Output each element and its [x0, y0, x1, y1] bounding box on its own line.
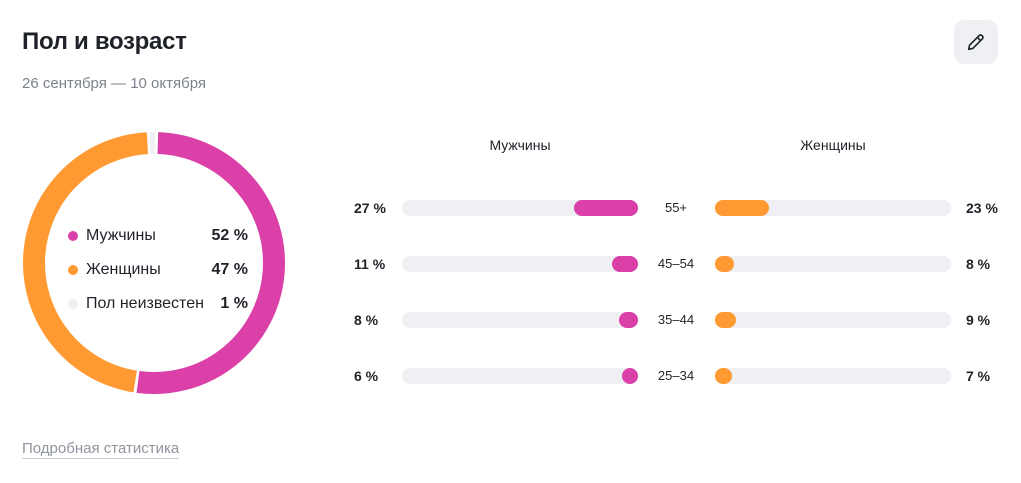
legend-value: 1 %	[220, 295, 248, 312]
age-group-label: 35–44	[657, 312, 695, 327]
legend-label: Женщины	[86, 261, 161, 278]
legend-value: 52 %	[211, 227, 248, 244]
gender-donut-chart	[23, 132, 285, 394]
age-row: 6 % 25–34 7 %	[0, 368, 1021, 384]
male-bar	[612, 256, 638, 272]
female-percent-label: 7 %	[966, 368, 991, 384]
pencil-icon	[967, 34, 984, 51]
female-bar-track	[715, 256, 951, 272]
date-range: 26 сентября — 10 октября	[22, 75, 206, 92]
donut-slice-female	[23, 132, 149, 393]
age-row: 8 % 35–44 9 %	[0, 312, 1021, 328]
page-title: Пол и возраст	[22, 28, 187, 55]
male-bar-track	[402, 368, 638, 384]
female-bar	[715, 256, 734, 272]
female-bar	[715, 200, 770, 216]
legend-item-unknown: Пол неизвестен 1 %	[68, 287, 248, 321]
legend-label: Мужчины	[86, 227, 156, 244]
female-bar-track	[715, 368, 951, 384]
female-bar	[715, 312, 737, 328]
unknown-dot-icon	[68, 299, 78, 309]
age-group-label: 55+	[664, 200, 688, 215]
male-percent-label: 6 %	[354, 368, 379, 384]
donut-legend: Мужчины 52 % Женщины 47 % Пол неизвестен…	[68, 219, 248, 321]
legend-item-female: Женщины 47 %	[68, 253, 248, 287]
male-column-header: Мужчины	[489, 137, 551, 153]
legend-item-male: Мужчины 52 %	[68, 219, 248, 253]
male-percent-label: 11 %	[354, 256, 386, 272]
legend-value: 47 %	[211, 261, 248, 278]
donut-slice-male	[136, 132, 285, 394]
female-percent-label: 9 %	[966, 312, 991, 328]
age-row: 11 % 45–54 8 %	[0, 256, 1021, 272]
female-percent-label: 23 %	[966, 200, 998, 216]
male-bar	[574, 200, 638, 216]
age-row: 27 % 55+ 23 %	[0, 200, 1021, 216]
edit-button[interactable]	[954, 20, 998, 64]
male-bar-track	[402, 256, 638, 272]
female-column-header: Женщины	[800, 137, 866, 153]
female-dot-icon	[68, 265, 78, 275]
age-group-label: 45–54	[657, 256, 695, 271]
female-percent-label: 8 %	[966, 256, 991, 272]
male-bar-track	[402, 200, 638, 216]
female-bar-track	[715, 312, 951, 328]
male-percent-label: 8 %	[354, 312, 379, 328]
age-group-label: 25–34	[657, 368, 695, 383]
male-bar	[622, 368, 638, 384]
male-bar	[619, 312, 638, 328]
male-percent-label: 27 %	[354, 200, 386, 216]
female-bar-track	[715, 200, 951, 216]
male-bar-track	[402, 312, 638, 328]
male-dot-icon	[68, 231, 78, 241]
detailed-stats-link[interactable]: Подробная статистика	[22, 440, 180, 459]
female-bar	[715, 368, 732, 384]
legend-label: Пол неизвестен	[86, 295, 204, 312]
